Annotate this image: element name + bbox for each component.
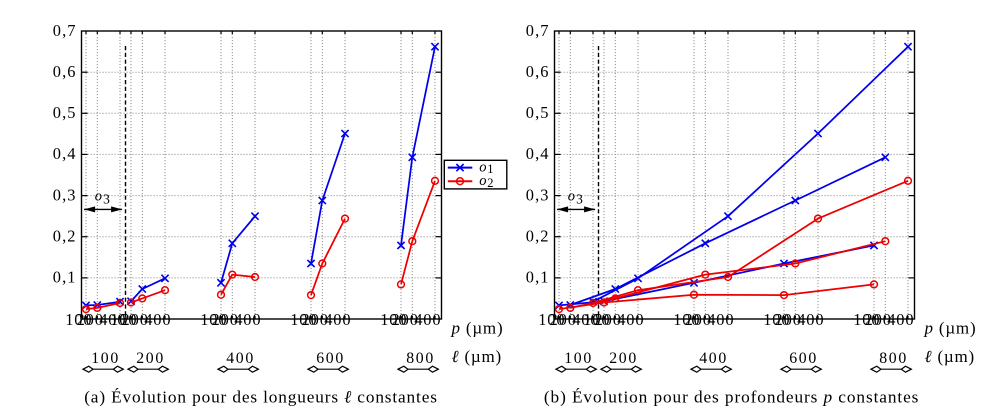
svg-text:0,5: 0,5 <box>53 103 77 122</box>
svg-text:200: 200 <box>302 310 329 329</box>
svg-text:o: o <box>568 188 575 204</box>
svg-text:100: 100 <box>583 310 610 329</box>
svg-text:p (µm): p (µm) <box>924 319 977 338</box>
svg-text:(a) Évolution pour des longueu: (a) Évolution pour des longueurs ℓ const… <box>84 388 438 407</box>
svg-text:400: 400 <box>226 350 255 367</box>
svg-text:400: 400 <box>144 310 171 329</box>
svg-text:o: o <box>479 173 486 189</box>
svg-text:0,5: 0,5 <box>526 103 550 122</box>
svg-text:100: 100 <box>290 310 317 329</box>
svg-text:0,3: 0,3 <box>526 185 550 204</box>
svg-text:1: 1 <box>487 162 493 176</box>
svg-text:200: 200 <box>685 310 712 329</box>
svg-text:400: 400 <box>234 310 261 329</box>
svg-text:0,2: 0,2 <box>53 227 77 246</box>
svg-text:800: 800 <box>406 350 435 367</box>
svg-text:400: 400 <box>99 310 126 329</box>
svg-text:100: 100 <box>853 310 880 329</box>
svg-text:100: 100 <box>380 310 407 329</box>
svg-text:3: 3 <box>576 192 583 207</box>
svg-text:400: 400 <box>707 310 734 329</box>
svg-text:100: 100 <box>763 310 790 329</box>
svg-text:ℓ (µm): ℓ (µm) <box>452 347 502 366</box>
svg-text:0,4: 0,4 <box>53 144 77 163</box>
svg-text:400: 400 <box>797 310 824 329</box>
svg-text:600: 600 <box>316 350 345 367</box>
svg-text:0,6: 0,6 <box>53 62 77 81</box>
svg-text:400: 400 <box>572 310 599 329</box>
svg-text:100: 100 <box>538 310 565 329</box>
svg-text:p (µm): p (µm) <box>451 319 504 338</box>
svg-text:200: 200 <box>122 310 149 329</box>
svg-text:100: 100 <box>673 310 700 329</box>
svg-text:(b) Évolution pour des profond: (b) Évolution pour des profondeurs p con… <box>544 388 919 407</box>
svg-text:0,7: 0,7 <box>526 21 550 40</box>
svg-text:100: 100 <box>65 310 92 329</box>
svg-text:600: 600 <box>789 350 818 367</box>
svg-text:200: 200 <box>212 310 239 329</box>
svg-text:100: 100 <box>564 350 593 367</box>
svg-text:100: 100 <box>91 350 120 367</box>
svg-text:400: 400 <box>887 310 914 329</box>
svg-text:200: 200 <box>595 310 622 329</box>
svg-text:200: 200 <box>77 310 104 329</box>
svg-text:400: 400 <box>324 310 351 329</box>
svg-text:0,7: 0,7 <box>53 21 77 40</box>
svg-text:800: 800 <box>879 350 908 367</box>
svg-text:0,4: 0,4 <box>526 144 550 163</box>
svg-text:200: 200 <box>392 310 419 329</box>
svg-text:200: 200 <box>136 350 165 367</box>
svg-text:o: o <box>95 188 102 204</box>
svg-text:0,6: 0,6 <box>526 62 550 81</box>
svg-text:ℓ (µm): ℓ (µm) <box>925 347 975 366</box>
svg-text:100: 100 <box>200 310 227 329</box>
svg-text:400: 400 <box>617 310 644 329</box>
svg-text:200: 200 <box>550 310 577 329</box>
svg-text:2: 2 <box>487 176 493 190</box>
svg-text:200: 200 <box>865 310 892 329</box>
svg-text:0,2: 0,2 <box>526 227 550 246</box>
svg-text:100: 100 <box>110 310 137 329</box>
svg-text:0,1: 0,1 <box>53 268 77 287</box>
svg-text:400: 400 <box>699 350 728 367</box>
svg-text:200: 200 <box>609 350 638 367</box>
svg-text:400: 400 <box>414 310 441 329</box>
svg-text:o: o <box>479 159 486 175</box>
svg-text:3: 3 <box>103 192 110 207</box>
svg-text:0,1: 0,1 <box>526 268 550 287</box>
svg-text:200: 200 <box>775 310 802 329</box>
svg-text:0,3: 0,3 <box>53 185 77 204</box>
